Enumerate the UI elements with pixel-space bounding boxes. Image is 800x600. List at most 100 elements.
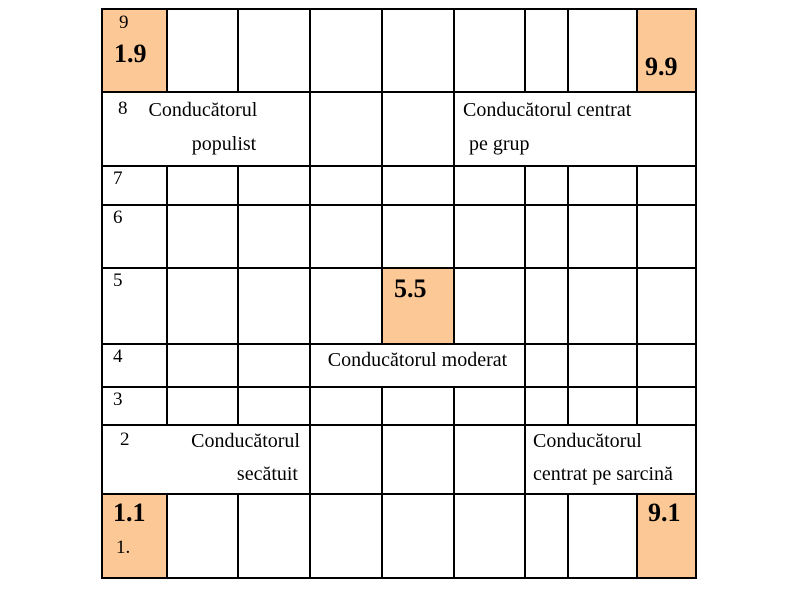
grid-cell-empty	[569, 10, 638, 91]
row-label-9: 9	[119, 12, 129, 33]
grid-cell-empty	[638, 206, 695, 267]
grid-cell-empty	[526, 495, 569, 577]
grid-cell-empty	[383, 426, 455, 493]
grid-cell-empty	[455, 269, 526, 343]
grid-cell-empty	[239, 345, 311, 386]
cell-row-label-7: 7	[103, 167, 168, 204]
grid-cell-empty	[311, 93, 383, 165]
grid-cell-empty	[383, 10, 455, 91]
row-label-1: 1.	[116, 537, 131, 559]
grid-cell-empty	[638, 269, 695, 343]
grid-cell-empty	[455, 206, 526, 267]
grid-cell-empty	[239, 10, 311, 91]
cell-score-5-5: 5.5	[383, 269, 455, 343]
grid-cell-empty	[569, 495, 638, 577]
grid-row-5: 5 5.5	[103, 269, 695, 345]
grid-cell-empty	[311, 10, 383, 91]
grid-row-8: 8 Conducătorul populist Conducătorul cen…	[103, 93, 695, 167]
grid-cell-empty	[311, 167, 383, 204]
grid-cell-empty	[638, 345, 695, 386]
grid-cell-empty	[168, 345, 239, 386]
grid-row-2: 2 Conducătorul secătuit Conducătorul cen…	[103, 426, 695, 495]
grid-cell-empty	[168, 10, 239, 91]
cell-score-9-1: 9.1	[638, 495, 695, 577]
grid-cell-empty	[383, 167, 455, 204]
grid-row-4: 4 Conducătorul moderat	[103, 345, 695, 388]
grid-cell-empty	[239, 206, 311, 267]
grid-cell-empty	[311, 269, 383, 343]
cell-row-label-5: 5	[103, 269, 168, 343]
cell-style-secatuit: 2 Conducătorul secătuit	[103, 426, 311, 493]
style-secatuit-line2: secătuit	[236, 463, 298, 485]
grid-cell-empty	[239, 269, 311, 343]
grid-cell-empty	[239, 495, 311, 577]
cell-row-label-3: 3	[103, 388, 168, 424]
cell-score-9-9: 9.9	[638, 10, 695, 91]
style-secatuit-text: Conducătorul	[191, 430, 300, 452]
grid-cell-empty	[569, 388, 638, 424]
row-label-5: 5	[113, 270, 123, 291]
style-sarcina-line1: Conducătorul	[533, 430, 642, 452]
grid-cell-empty	[526, 269, 569, 343]
grid-cell-empty	[168, 269, 239, 343]
cell-row-label-4: 4	[103, 345, 168, 386]
score-1-9: 1.9	[114, 38, 147, 68]
cell-style-centrat-pe-sarcina: Conducătorul centrat pe sarcină	[526, 426, 695, 493]
grid-cell-empty	[455, 10, 526, 91]
grid-cell-empty	[526, 206, 569, 267]
grid-cell-empty	[168, 167, 239, 204]
style-populist-line2: populist	[191, 133, 257, 155]
row-label-4: 4	[113, 346, 123, 367]
style-sarcina-line2: centrat pe sarcină	[533, 463, 673, 485]
row-label-6: 6	[113, 207, 123, 228]
style-moderat-text: Conducătorul moderat	[327, 349, 508, 371]
row-label-8: 8	[118, 98, 128, 119]
score-9-1: 9.1	[648, 498, 681, 527]
grid-cell-empty	[455, 167, 526, 204]
grid-cell-empty	[383, 495, 455, 577]
cell-score-1-9: 9 1.9	[103, 10, 168, 91]
grid-cell-empty	[526, 167, 569, 204]
grid-cell-empty	[311, 206, 383, 267]
style-secatuit-line1: 2 Conducătorul	[103, 429, 309, 453]
grid-cell-empty	[526, 345, 569, 386]
grid-cell-empty	[569, 167, 638, 204]
grid-cell-empty	[168, 206, 239, 267]
grid-cell-empty	[383, 93, 455, 165]
row-label-7: 7	[113, 168, 123, 189]
grid-cell-empty	[638, 388, 695, 424]
grid-cell-empty	[168, 388, 239, 424]
managerial-grid: 9 1.9 9.9 8 Conducătorul populist	[101, 8, 697, 579]
cell-style-centrat-pe-grup: Conducătorul centrat pe grup	[455, 93, 695, 165]
grid-row-9: 9 1.9 9.9	[103, 10, 695, 93]
style-grup-line2: pe grup	[469, 133, 530, 155]
style-grup-line1: Conducătorul centrat	[463, 99, 632, 121]
row-label-2: 2	[120, 429, 130, 450]
grid-row-3: 3	[103, 388, 695, 426]
score-5-5: 5.5	[394, 274, 427, 303]
grid-cell-empty	[455, 495, 526, 577]
grid-cell-empty	[569, 206, 638, 267]
score-9-9: 9.9	[645, 51, 678, 81]
grid-cell-empty	[638, 167, 695, 204]
grid-cell-empty	[383, 388, 455, 424]
grid-cell-empty	[239, 167, 311, 204]
grid-cell-empty	[569, 269, 638, 343]
grid-row-6: 6	[103, 206, 695, 269]
grid-row-1: 1.1 1. 9.1	[103, 495, 695, 577]
style-populist-line1: 8 Conducătorul	[103, 98, 309, 122]
grid-cell-empty	[455, 426, 526, 493]
grid-cell-empty	[383, 206, 455, 267]
grid-row-7: 7	[103, 167, 695, 206]
score-1-1: 1.1	[113, 498, 146, 527]
row-label-3: 3	[113, 389, 123, 410]
grid-cell-empty	[311, 388, 383, 424]
grid-cell-empty	[526, 388, 569, 424]
cell-score-1-1: 1.1 1.	[103, 495, 168, 577]
cell-style-moderat: Conducătorul moderat	[311, 345, 526, 386]
grid-cell-empty	[239, 388, 311, 424]
grid-cell-empty	[311, 426, 383, 493]
grid-cell-empty	[311, 495, 383, 577]
cell-style-populist: 8 Conducătorul populist	[103, 93, 311, 165]
cell-row-label-6: 6	[103, 206, 168, 267]
